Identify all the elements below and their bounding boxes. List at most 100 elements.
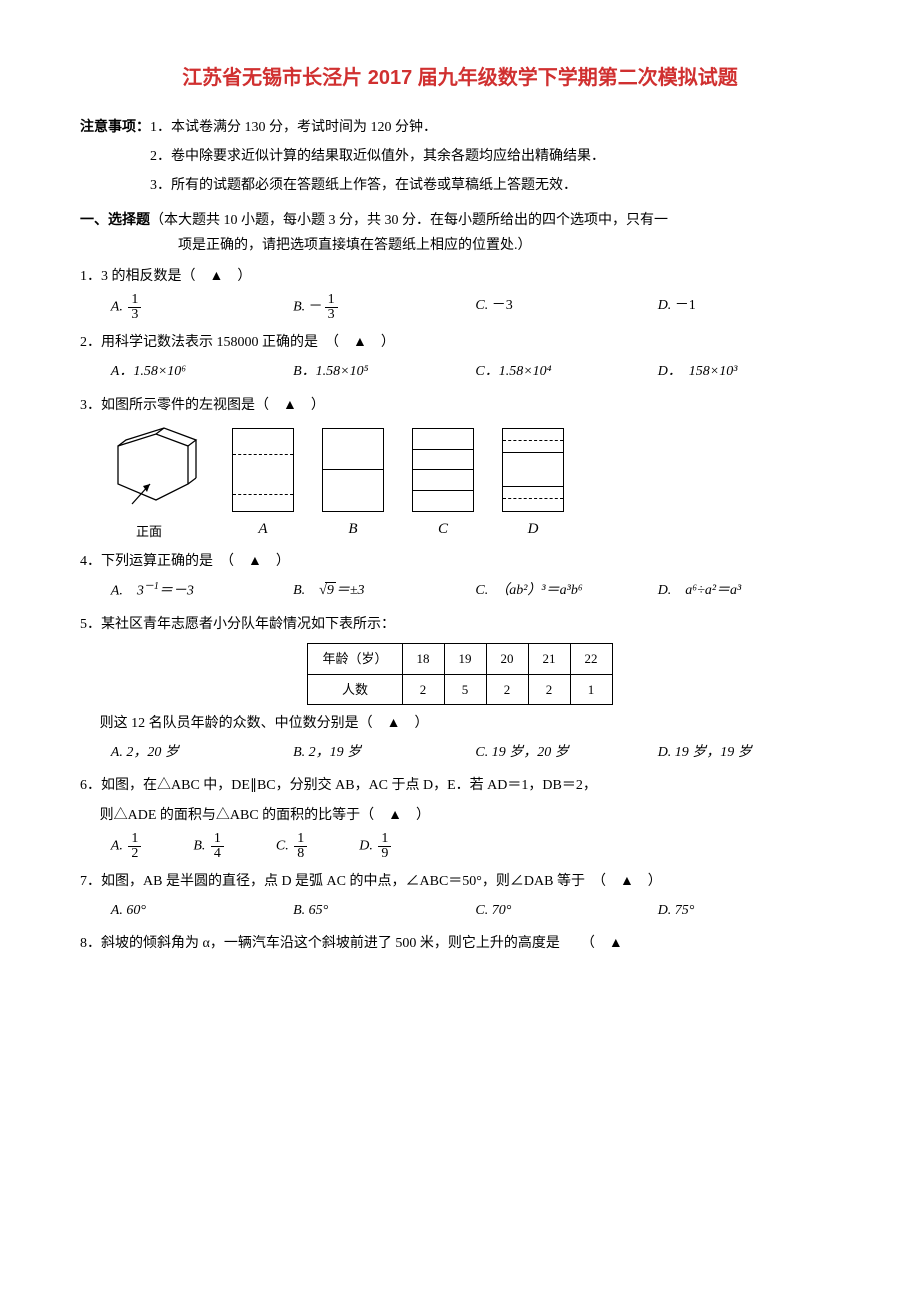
table-cell: 18 (402, 644, 444, 674)
section-1-cont: 项是正确的，请把选项直接填在答题纸上相应的位置处.） (80, 233, 840, 258)
q3-label-a: A (232, 516, 294, 543)
table-row: 人数25221 (308, 674, 612, 704)
table-cell: 2 (486, 674, 528, 704)
q6-b-frac: 14 (211, 832, 224, 861)
notice-label: 注意事项： (80, 118, 150, 134)
q4-opt-d: D. a⁶÷a²＝a³ (658, 578, 840, 604)
q5-sub: 则这 12 名队员年龄的众数、中位数分别是（ ▲ ） (80, 711, 840, 736)
q6-opt-a: A. 12 (111, 832, 144, 861)
q5-options: A. 2，20 岁 B. 2，19 岁 C. 19 岁，20 岁 D. 19 岁… (80, 740, 840, 765)
q5-opt-d: D. 19 岁，19 岁 (658, 740, 840, 765)
q4-b-pre: B. (293, 583, 319, 598)
q3-label-b: B (322, 516, 384, 543)
q3-label-d: D (502, 516, 564, 543)
q6-a-frac: 12 (128, 832, 141, 861)
table-cell: 21 (528, 644, 570, 674)
q4-opt-c: C. （ab²）³＝a³b⁶ (475, 578, 657, 604)
q4-b-rad: 9 (325, 582, 336, 598)
q7-opt-b: B. 65° (293, 898, 475, 923)
q3-hex-cell: 正面 (94, 426, 204, 543)
q3-rect-c (412, 428, 474, 512)
q3-rect-b (322, 428, 384, 512)
q5-stem: 5．某社区青年志愿者小分队年龄情况如下表所示： (80, 612, 840, 637)
q4-opt-a: A. 3－1＝－3 (111, 578, 293, 604)
q2-options: A．1.58×10⁶ B．1.58×10⁵ C．1.58×10⁴ D． 158×… (80, 359, 840, 384)
q1-options: A. 13 B. －13 C. －3 D. －1 (80, 293, 840, 322)
notice-1-text: 1．本试卷满分 130 分，考试时间为 120 分钟． (150, 120, 437, 135)
q1-a-label: A. (111, 300, 123, 315)
table-cell: 22 (570, 644, 612, 674)
q4-a-post: ＝－3 (159, 584, 194, 599)
q7-opt-d: D. 75° (658, 898, 840, 923)
section-1-head: 一、选择题（本大题共 10 小题，每小题 3 分，共 30 分．在每小题所给出的… (80, 207, 840, 233)
q3-rect-d (502, 428, 564, 512)
q6-opt-d: D. 19 (359, 832, 393, 861)
q3-figures: 正面 A B C D (80, 426, 840, 543)
q8-stem: 8．斜坡的倾斜角为 α，一辆汽车沿这个斜坡前进了 500 米，则它上升的高度是 … (80, 931, 840, 956)
table-cell: 年龄（岁） (308, 644, 402, 674)
q5-opt-c: C. 19 岁，20 岁 (475, 740, 657, 765)
q5-opt-a: A. 2，20 岁 (111, 740, 293, 765)
q6-opt-c: C. 18 (276, 832, 309, 861)
q6-line2: 则△ADE 的面积与△ABC 的面积的比等于（ ▲ ） (80, 803, 840, 828)
q7-opt-c: C. 70° (475, 898, 657, 923)
q6-a-label: A. (111, 839, 123, 854)
q6-d-label: D. (359, 839, 373, 854)
q3-fig-a: A (232, 428, 294, 543)
table-cell: 20 (486, 644, 528, 674)
q5-table: 年龄（岁）1819202122 人数25221 (307, 643, 612, 705)
hex-prism-icon (94, 426, 204, 518)
q3-fig-d: D (502, 428, 564, 543)
q6-opt-b: B. 14 (193, 832, 226, 861)
q3-stem: 3．如图所示零件的左视图是（ ▲ ） (80, 393, 840, 418)
q4-opt-b: B. √9＝±3 (293, 578, 475, 604)
q2-stem: 2．用科学记数法表示 158000 正确的是 （ ▲ ） (80, 330, 840, 355)
q1-b-label: B. (293, 300, 305, 315)
table-cell: 2 (528, 674, 570, 704)
q1-opt-d: D. －1 (658, 293, 840, 322)
q1-opt-a: A. 13 (111, 293, 293, 322)
q1-c-label: C. (475, 298, 488, 313)
q3-fig-c: C (412, 428, 474, 543)
q7-opt-a: A. 60° (111, 898, 293, 923)
section-1-bold: 一、选择题 (80, 211, 150, 227)
table-cell: 5 (444, 674, 486, 704)
q4-b-post: ＝±3 (336, 583, 365, 598)
table-cell: 1 (570, 674, 612, 704)
q1-d-label: D. (658, 298, 672, 313)
q6-b-label: B. (193, 839, 205, 854)
q3-rect-a (232, 428, 294, 512)
q1-b-frac: 13 (325, 293, 338, 322)
q6-d-frac: 19 (378, 832, 391, 861)
q7-options: A. 60° B. 65° C. 70° D. 75° (80, 898, 840, 923)
table-cell: 2 (402, 674, 444, 704)
table-row: 年龄（岁）1819202122 (308, 644, 612, 674)
notice-line-2: 2．卷中除要求近似计算的结果取近似值外，其余各题均应给出精确结果． (80, 144, 840, 169)
q3-label-c: C (412, 516, 474, 543)
notice-line-1: 注意事项：1．本试卷满分 130 分，考试时间为 120 分钟． (80, 114, 840, 140)
notice-line-3: 3．所有的试题都必须在答题纸上作答，在试卷或草稿纸上答题无效． (80, 173, 840, 198)
q1-opt-b: B. －13 (293, 293, 475, 322)
table-cell: 人数 (308, 674, 402, 704)
q1-c-val: －3 (492, 298, 513, 313)
q4-a-sup: －1 (144, 581, 159, 592)
q1-d-val: －1 (675, 298, 696, 313)
q2-opt-b: B．1.58×10⁵ (293, 359, 475, 384)
q2-opt-d: D． 158×10³ (658, 359, 840, 384)
page-title: 江苏省无锡市长泾片 2017 届九年级数学下学期第二次模拟试题 (80, 60, 840, 96)
q6-line1: 6．如图，在△ABC 中，DE∥BC，分别交 AB，AC 于点 D，E．若 AD… (80, 773, 840, 798)
q1-stem: 1．3 的相反数是（ ▲ ） (80, 264, 840, 289)
q4-options: A. 3－1＝－3 B. √9＝±3 C. （ab²）³＝a³b⁶ D. a⁶÷… (80, 578, 840, 604)
q6-c-label: C. (276, 839, 289, 854)
q5-opt-b: B. 2，19 岁 (293, 740, 475, 765)
section-1-rest: （本大题共 10 小题，每小题 3 分，共 30 分．在每小题所给出的四个选项中… (150, 213, 668, 228)
q6-options: A. 12 B. 14 C. 18 D. 19 (80, 832, 840, 861)
q4-stem: 4．下列运算正确的是 （ ▲ ） (80, 549, 840, 574)
q1-opt-c: C. －3 (475, 293, 657, 322)
q1-b-neg: － (309, 300, 323, 315)
q6-c-frac: 18 (294, 832, 307, 861)
q2-opt-c: C．1.58×10⁴ (475, 359, 657, 384)
q3-front-label: 正面 (94, 520, 204, 543)
q3-fig-b: B (322, 428, 384, 543)
table-cell: 19 (444, 644, 486, 674)
